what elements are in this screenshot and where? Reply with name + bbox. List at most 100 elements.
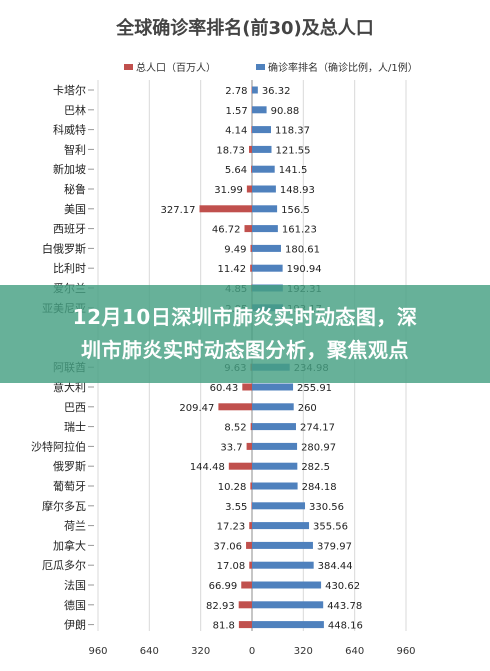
bar-rate xyxy=(252,185,276,193)
bar-population xyxy=(251,126,252,134)
bar-population xyxy=(250,482,252,490)
bar-rate xyxy=(252,165,275,173)
category-label: 意大利 xyxy=(53,380,86,394)
value-label-population: 17.08 xyxy=(217,561,246,572)
value-label-population: 9.49 xyxy=(224,244,246,255)
category-label: 巴西 xyxy=(64,401,86,414)
bar-rate xyxy=(252,621,324,629)
headline-banner: 12月10日深圳市肺炎实时动态图，深 圳市肺炎实时动态图分析，聚焦观点 xyxy=(0,285,490,383)
category-label: 白俄罗斯 xyxy=(42,241,86,255)
value-label-rate: 280.97 xyxy=(301,442,336,453)
category-label: 法国 xyxy=(64,578,86,592)
bar-population xyxy=(228,462,252,470)
bar-population xyxy=(246,185,252,193)
value-label-population: 1.57 xyxy=(225,106,247,117)
category-label: 摩尔多瓦 xyxy=(42,499,86,513)
category-label: 西班牙 xyxy=(53,223,86,236)
value-label-population: 327.17 xyxy=(161,205,196,216)
value-label-population: 31.99 xyxy=(214,185,243,196)
value-label-rate: 156.5 xyxy=(281,205,310,216)
legend-swatch-rate xyxy=(256,64,265,70)
value-label-rate: 379.97 xyxy=(317,541,352,552)
value-label-rate: 443.78 xyxy=(327,601,362,612)
category-label: 德国 xyxy=(64,598,86,612)
value-label-rate: 255.91 xyxy=(297,383,332,394)
bar-rate xyxy=(252,225,278,233)
value-label-population: 81.8 xyxy=(213,621,235,632)
x-tick-label: 640 xyxy=(345,646,364,657)
legend-label-population: 总人口（百万人） xyxy=(136,61,216,74)
value-label-population: 209.47 xyxy=(179,403,214,414)
value-label-rate: 190.94 xyxy=(287,264,322,275)
value-label-population: 2.78 xyxy=(225,86,247,97)
value-label-rate: 180.61 xyxy=(285,244,320,255)
value-label-rate: 121.55 xyxy=(275,145,310,156)
bar-rate xyxy=(252,244,281,252)
category-label: 新加坡 xyxy=(53,162,86,176)
legend-label-rate: 确诊率排名（确诊比例，人/1例） xyxy=(268,61,418,74)
value-label-population: 144.48 xyxy=(190,462,225,473)
bar-rate xyxy=(252,502,306,510)
category-label: 厄瓜多尔 xyxy=(42,558,86,572)
bar-population xyxy=(218,403,252,411)
bar-population xyxy=(251,502,252,510)
x-tick-label: 0 xyxy=(249,646,255,657)
bar-rate xyxy=(252,205,278,213)
bars xyxy=(199,86,324,629)
bar-rate xyxy=(252,86,258,94)
value-label-population: 37.06 xyxy=(213,541,242,552)
bar-population xyxy=(249,522,252,530)
bar-rate xyxy=(252,561,314,569)
category-label: 科威特 xyxy=(53,123,86,137)
bar-rate xyxy=(252,482,298,490)
bar-population xyxy=(250,264,252,272)
category-label: 加拿大 xyxy=(53,538,86,552)
value-label-rate: 148.93 xyxy=(280,185,315,196)
x-tick-label: 640 xyxy=(140,646,159,657)
value-label-population: 17.23 xyxy=(217,522,246,533)
bar-population xyxy=(250,244,252,252)
bar-population xyxy=(246,541,252,549)
category-label: 比利时 xyxy=(53,262,86,275)
value-label-rate: 355.56 xyxy=(313,522,348,533)
value-label-rate: 274.17 xyxy=(300,423,335,434)
bar-population xyxy=(248,145,252,153)
legend-swatch-population xyxy=(124,64,133,70)
category-label: 巴林 xyxy=(64,103,86,117)
category-label: 秘鲁 xyxy=(64,182,86,196)
bar-rate xyxy=(252,581,322,589)
bar-population xyxy=(250,423,252,431)
value-label-rate: 330.56 xyxy=(309,502,344,513)
bar-rate xyxy=(252,264,283,272)
value-label-rate: 284.18 xyxy=(302,482,337,493)
bar-rate xyxy=(252,442,298,450)
value-label-population: 10.28 xyxy=(218,482,247,493)
bar-rate xyxy=(252,126,271,134)
value-label-population: 5.64 xyxy=(225,165,247,176)
x-tick-label: 960 xyxy=(396,646,415,657)
value-label-rate: 161.23 xyxy=(282,225,317,236)
value-label-rate: 141.5 xyxy=(279,165,308,176)
chart-title: 全球确诊率排名(前30)及总人口 xyxy=(115,17,374,39)
bar-rate xyxy=(252,106,267,114)
value-label-rate: 448.16 xyxy=(328,621,363,632)
x-tick-label: 320 xyxy=(294,646,313,657)
bar-population xyxy=(199,205,252,213)
category-label: 卡塔尔 xyxy=(53,84,86,97)
bar-rate xyxy=(252,522,310,530)
value-label-rate: 118.37 xyxy=(275,126,310,137)
value-label-population: 66.99 xyxy=(209,581,238,592)
value-label-population: 46.72 xyxy=(212,225,241,236)
value-label-population: 33.7 xyxy=(220,442,242,453)
bar-population xyxy=(241,581,252,589)
category-label: 沙特阿拉伯 xyxy=(31,439,86,453)
bar-rate xyxy=(252,403,294,411)
headline-line-2: 圳市肺炎实时动态图分析，聚焦观点 xyxy=(81,338,409,362)
category-label: 美国 xyxy=(64,203,86,216)
bar-population xyxy=(244,225,252,233)
x-tick-label: 960 xyxy=(88,646,107,657)
category-labels: 卡塔尔巴林科威特智利新加坡秘鲁美国西班牙白俄罗斯比利时爱尔兰亚美尼亚阿联酋意大利… xyxy=(31,84,94,632)
value-label-rate: 282.5 xyxy=(301,462,330,473)
category-label: 智利 xyxy=(64,142,86,156)
